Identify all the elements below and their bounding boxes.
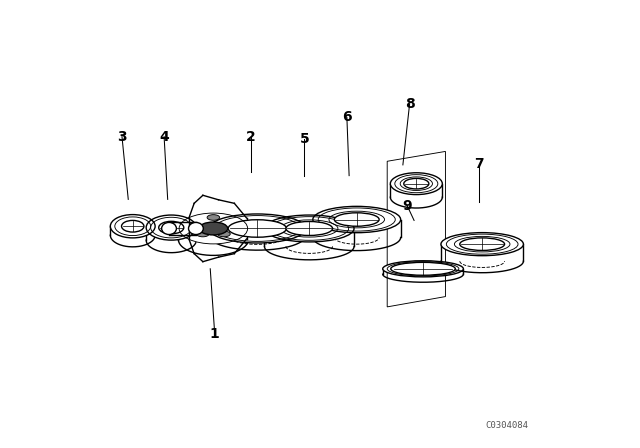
Ellipse shape bbox=[286, 221, 333, 236]
Text: 9: 9 bbox=[403, 199, 412, 213]
Text: 4: 4 bbox=[159, 129, 169, 144]
Ellipse shape bbox=[391, 263, 455, 275]
Ellipse shape bbox=[404, 178, 429, 189]
Ellipse shape bbox=[179, 213, 248, 244]
Ellipse shape bbox=[313, 207, 401, 233]
Ellipse shape bbox=[146, 215, 196, 240]
Ellipse shape bbox=[264, 215, 354, 242]
Text: C0304084: C0304084 bbox=[485, 421, 528, 430]
Ellipse shape bbox=[159, 221, 184, 234]
Text: 5: 5 bbox=[300, 132, 309, 146]
Ellipse shape bbox=[110, 215, 155, 238]
Ellipse shape bbox=[228, 220, 287, 237]
Ellipse shape bbox=[441, 233, 524, 256]
Ellipse shape bbox=[383, 261, 463, 277]
Text: 2: 2 bbox=[246, 129, 255, 144]
Text: 1: 1 bbox=[210, 327, 220, 341]
Ellipse shape bbox=[196, 231, 209, 237]
Ellipse shape bbox=[218, 231, 230, 237]
Text: 8: 8 bbox=[404, 97, 415, 111]
Text: 6: 6 bbox=[342, 110, 352, 125]
Text: 3: 3 bbox=[117, 129, 127, 144]
Ellipse shape bbox=[122, 220, 144, 232]
Ellipse shape bbox=[209, 214, 306, 243]
Text: 7: 7 bbox=[474, 157, 484, 172]
Ellipse shape bbox=[162, 223, 177, 235]
Ellipse shape bbox=[334, 213, 379, 226]
Ellipse shape bbox=[460, 238, 504, 250]
Ellipse shape bbox=[189, 223, 204, 235]
Ellipse shape bbox=[199, 222, 228, 235]
Ellipse shape bbox=[207, 215, 220, 220]
Ellipse shape bbox=[390, 173, 442, 194]
Polygon shape bbox=[387, 151, 445, 307]
